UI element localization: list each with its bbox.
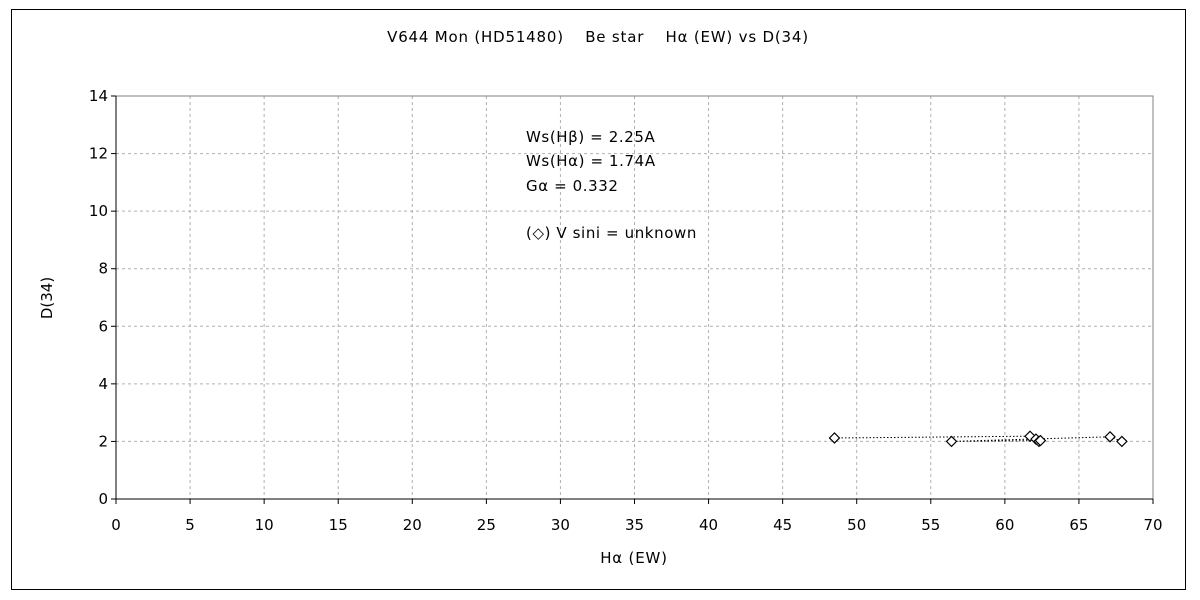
x-tick-label: 60 (995, 516, 1014, 534)
data-point-diamond (945, 435, 958, 448)
data-point-diamond (1116, 435, 1128, 448)
x-tick-label: 15 (329, 516, 348, 534)
x-tick-label: 5 (185, 516, 195, 534)
data-point-diamond (828, 432, 841, 444)
x-tick-label: 50 (847, 516, 866, 534)
y-tick-label: 12 (89, 145, 108, 163)
x-tick-label: 65 (1069, 516, 1088, 534)
y-tick-label: 4 (98, 375, 108, 393)
x-tick-label: 70 (1143, 516, 1162, 534)
y-tick-label: 10 (89, 202, 108, 220)
y-tick-label: 6 (98, 317, 108, 335)
chart-title: V644 Mon (HD51480) Be star Hα (EW) vs D(… (387, 28, 809, 46)
data-series (828, 430, 1128, 448)
x-tick-label: 10 (255, 516, 274, 534)
y-tick-label: 0 (98, 490, 108, 508)
x-tick-label: 30 (551, 516, 570, 534)
annotation-vsini: (◇) V sini = unknown (526, 224, 697, 242)
chart-frame (11, 9, 1186, 590)
x-tick-label: 45 (773, 516, 792, 534)
annotation-g-alpha: Gα = 0.332 (526, 177, 619, 195)
y-tick-label: 8 (98, 260, 108, 278)
y-axis-label: D(34) (38, 277, 56, 319)
data-point-diamond (1104, 430, 1116, 443)
annotation-ws-halpha: Ws(Hα) = 1.74A (526, 152, 656, 170)
x-tick-label: 40 (699, 516, 718, 534)
x-axis-label: Hα (EW) (600, 549, 668, 567)
x-tick-label: 55 (921, 516, 940, 534)
grid-lines (116, 96, 1153, 499)
x-tick-label: 20 (403, 516, 422, 534)
data-point-diamond (1034, 434, 1047, 447)
annotation-ws-hbeta: Ws(Hβ) = 2.25A (526, 128, 656, 146)
y-tick-label: 14 (89, 87, 108, 105)
x-tick-label: 0 (111, 516, 121, 534)
y-tick-label: 2 (98, 432, 108, 450)
x-tick-label: 25 (477, 516, 496, 534)
x-tick-label: 35 (625, 516, 644, 534)
axes: 0 2 4 6 8 10 12 14 0 5 10 15 20 25 30 35 40 45 50 55 60 65 70 (89, 87, 1163, 534)
